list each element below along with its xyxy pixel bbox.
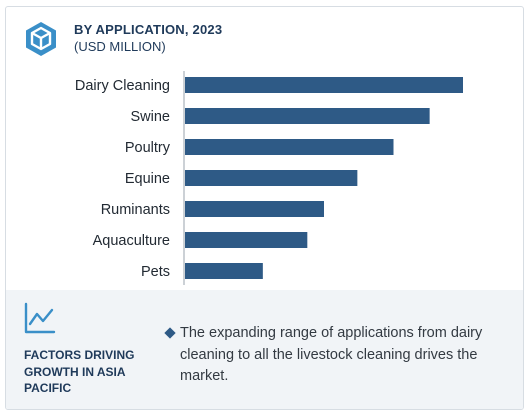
- category-label: Aquaculture: [93, 233, 170, 249]
- category-label: Equine: [125, 171, 170, 187]
- diamond-bullet-icon: [164, 327, 176, 339]
- bar: [185, 170, 358, 186]
- chart-card: BY APPLICATION, 2023 (USD MILLION) Dairy…: [5, 6, 524, 410]
- bar: [185, 108, 430, 124]
- category-label: Swine: [131, 109, 171, 125]
- category-label: Ruminants: [101, 202, 170, 218]
- bar: [185, 232, 308, 248]
- bar: [185, 77, 463, 93]
- category-label: Poultry: [125, 140, 171, 156]
- hexagon-cube-icon: [26, 22, 56, 56]
- trend-line-icon: [24, 302, 56, 334]
- factors-panel: FACTORS DRIVING GROWTH IN ASIA PACIFIC T…: [6, 290, 523, 409]
- chart-title: BY APPLICATION, 2023: [74, 22, 223, 37]
- bar: [185, 201, 324, 217]
- bar: [185, 139, 394, 155]
- factor-item: The expanding range of applications from…: [164, 323, 496, 388]
- bar: [185, 263, 263, 279]
- factors-title: FACTORS DRIVING GROWTH IN ASIA PACIFIC: [24, 348, 135, 395]
- chart-subtitle: (USD MILLION): [74, 39, 166, 54]
- category-label: Dairy Cleaning: [75, 78, 170, 94]
- factor-text: The expanding range of applications from…: [180, 325, 483, 384]
- category-label: Pets: [141, 264, 170, 280]
- bar-chart: Dairy Cleaning Swine Poultry Equine Ruminant…: [75, 71, 463, 285]
